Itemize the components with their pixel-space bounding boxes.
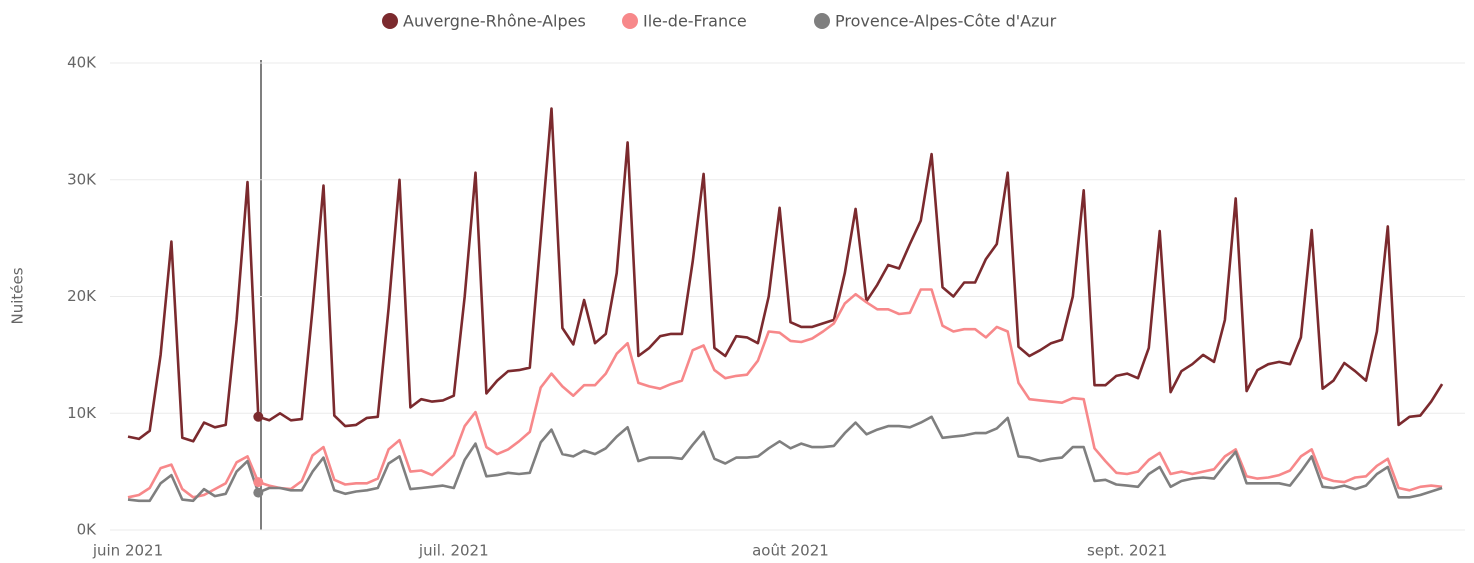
y-axis-label: Nuitées (9, 267, 27, 324)
x-tick-label: juin 2021 (92, 542, 163, 560)
hover-point (253, 487, 264, 498)
legend-marker (382, 13, 398, 29)
y-tick-label: 40K (67, 54, 97, 72)
legend-label: Auvergne-Rhône-Alpes (403, 12, 586, 31)
y-tick-label: 20K (67, 287, 97, 305)
series-line (127, 107, 1444, 443)
y-tick-label: 10K (67, 404, 97, 422)
y-tick-label: 30K (67, 170, 97, 188)
hover-point (253, 411, 264, 422)
legend-marker (814, 13, 830, 29)
x-tick-label: juil. 2021 (418, 542, 489, 560)
legend: Auvergne-Rhône-Alpes Ile-de-France Provenc… (382, 12, 1057, 31)
x-tick-label: août 2021 (752, 542, 829, 560)
hover-point (253, 477, 264, 488)
legend-label: Provence-Alpes-Côte d'Azur (835, 12, 1057, 31)
series-line (127, 415, 1443, 503)
y-tick-label: 0K (77, 521, 98, 539)
legend-label: Ile-de-France (643, 12, 747, 31)
legend-marker (622, 13, 638, 29)
x-tick-label: sept. 2021 (1087, 542, 1167, 560)
series-line (127, 288, 1443, 499)
